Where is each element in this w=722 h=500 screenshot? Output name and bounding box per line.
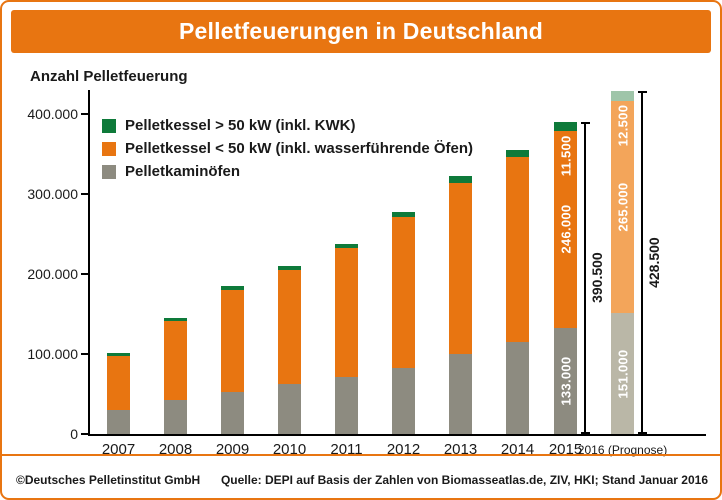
footer-copyright: ©Deutsches Pelletinstitut GmbH <box>16 473 201 487</box>
legend-swatch-gray <box>102 164 116 179</box>
x-category-label: 2012 <box>386 441 421 458</box>
y-axis-title: Anzahl Pelletfeuerung <box>30 68 188 85</box>
y-tick-label: 0 <box>70 426 78 442</box>
header-band: Pelletfeuerungen in Deutschland <box>11 10 711 53</box>
legend-label: Pelletkessel > 50 kW (inkl. KWK) <box>125 117 356 134</box>
total-bracket-cap <box>581 121 590 124</box>
total-bracket-cap <box>581 432 590 434</box>
legend-label: Pelletkessel < 50 kW (inkl. wasserführen… <box>125 140 474 157</box>
footer: ©Deutsches Pelletinstitut GmbH Quelle: D… <box>16 473 708 487</box>
total-bracket <box>584 121 586 434</box>
bar-segment <box>611 91 634 102</box>
bar-segment <box>278 384 301 434</box>
bar-group-2010 <box>278 265 301 434</box>
bar-group-2007 <box>107 353 130 434</box>
legend-item: Pelletkessel < 50 kW (inkl. wasserführen… <box>102 137 473 160</box>
legend-item: Pelletkessel > 50 kW (inkl. KWK) <box>102 114 473 137</box>
total-bracket-cap <box>638 91 647 94</box>
x-category-label: 2014 <box>500 441 535 458</box>
bar-value-label: 265.000 <box>615 182 630 232</box>
x-category-label: 2008 <box>158 441 193 458</box>
y-tick-mark <box>81 353 88 355</box>
legend-swatch-green <box>102 118 116 133</box>
bar-value-label: 11.500 <box>558 135 573 177</box>
bar-segment <box>107 353 130 356</box>
y-axis <box>88 90 90 434</box>
bar-segment <box>335 248 358 378</box>
bar-segment <box>164 321 187 401</box>
bar-group-2009 <box>221 286 244 434</box>
bar-segment <box>278 265 301 270</box>
x-category-label: 2016 (Prognose) <box>577 443 668 457</box>
bar-segment <box>554 121 577 131</box>
bar-segment <box>392 368 415 434</box>
bar-group-2008 <box>164 318 187 434</box>
bar-group-2014 <box>506 150 529 434</box>
bar-segment <box>506 150 529 158</box>
bar-segment <box>221 286 244 290</box>
bar-segment <box>164 400 187 434</box>
legend-label: Pelletkaminöfen <box>125 163 241 180</box>
bar-segment <box>107 355 130 410</box>
bar-group-2015: 133.000 246.000 11.500 <box>554 121 577 434</box>
bar-group-2012 <box>392 211 415 434</box>
bar-segment <box>107 410 130 434</box>
bar-group-2016: 151.000 265.000 12.500 <box>611 91 634 434</box>
bar-segment <box>554 130 577 328</box>
bar-segment <box>506 157 529 342</box>
x-category-label: 2011 <box>330 441 363 458</box>
x-category-label: 2015 <box>548 441 583 458</box>
bar-segment <box>335 243 358 249</box>
bar-value-label: 246.000 <box>558 204 573 254</box>
x-category-label: 2010 <box>272 441 307 458</box>
y-tick-label: 400.000 <box>27 106 78 122</box>
total-bracket <box>641 91 643 434</box>
x-category-label: 2013 <box>443 441 478 458</box>
y-tick-label: 100.000 <box>27 346 78 362</box>
total-value-label: 428.500 <box>646 237 662 288</box>
bar-segment <box>221 290 244 392</box>
y-tick-mark <box>81 193 88 195</box>
y-tick-mark <box>81 273 88 275</box>
bar-segment <box>611 313 634 434</box>
bar-segment <box>392 211 415 218</box>
bar-segment <box>392 217 415 369</box>
bar-segment <box>506 342 529 434</box>
bar-segment <box>335 377 358 434</box>
plot-area: 0 100.000 200.000 300.000 400.000 2007 2008 200… <box>27 90 706 458</box>
bar-segment <box>554 327 577 434</box>
bar-segment <box>164 318 187 322</box>
footer-source: Quelle: DEPI auf Basis der Zahlen von Bi… <box>220 473 708 487</box>
x-axis <box>88 434 706 436</box>
total-value-label: 390.500 <box>589 252 605 304</box>
y-tick-mark <box>81 433 88 435</box>
y-tick-label: 200.000 <box>27 266 78 282</box>
footer-rule <box>2 454 720 456</box>
bar-segment <box>278 270 301 385</box>
bar-group-2011 <box>335 243 358 434</box>
bar-segment <box>221 391 244 434</box>
bar-segment <box>449 354 472 434</box>
bar-value-label: 12.500 <box>615 104 630 146</box>
bar-value-label: 133.000 <box>558 356 573 406</box>
y-tick-label: 300.000 <box>27 186 78 202</box>
bar-group-2013 <box>449 176 472 434</box>
x-category-label: 2007 <box>101 441 136 458</box>
page-title: Pelletfeuerungen in Deutschland <box>178 18 544 44</box>
legend-item: Pelletkaminöfen <box>102 160 473 183</box>
bar-segment <box>611 101 634 314</box>
x-category-label: 2009 <box>215 441 250 458</box>
total-bracket-cap <box>638 432 647 434</box>
legend: Pelletkessel > 50 kW (inkl. KWK) Pelletk… <box>102 114 473 183</box>
legend-swatch-orange <box>102 141 116 156</box>
y-tick-mark <box>81 113 88 115</box>
bar-segment <box>449 176 472 183</box>
bar-value-label: 151.000 <box>615 349 630 399</box>
bar-segment <box>449 182 472 354</box>
